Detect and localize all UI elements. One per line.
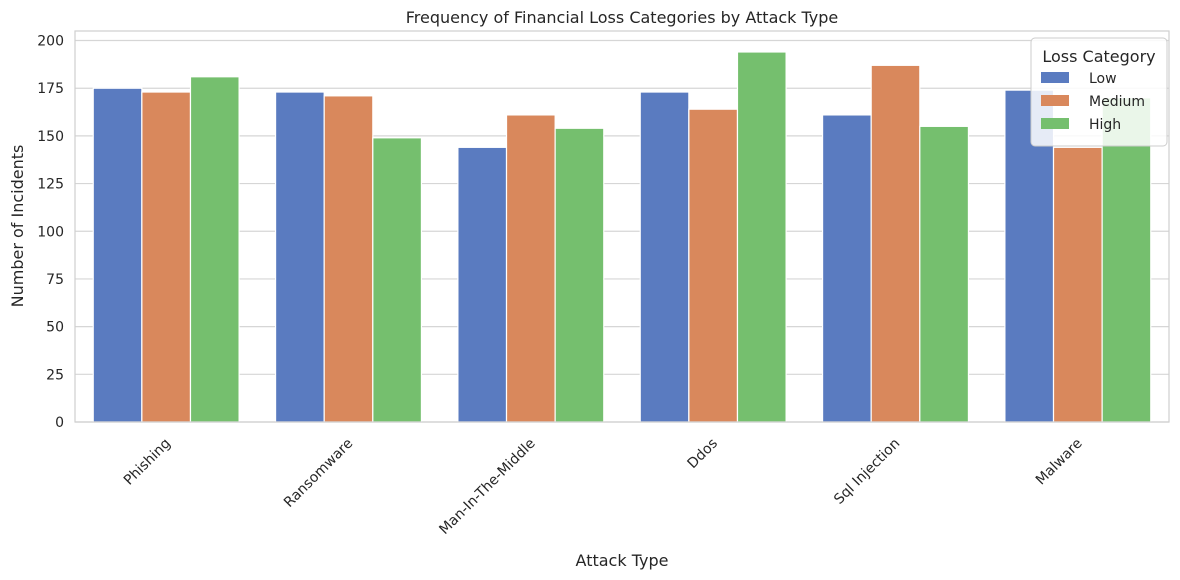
legend-swatch-low [1041, 72, 1069, 83]
bar-low-man-in-the-middle [457, 146, 508, 423]
legend-swatch-high [1041, 118, 1069, 129]
x-tick-label: Malware [1033, 436, 1086, 489]
legend-items: Low Medium High [1041, 71, 1145, 133]
bar-high-ransomware [372, 137, 423, 423]
bar-high-ddos [736, 51, 787, 423]
bar-low-sql-injection [821, 114, 872, 423]
y-tick-label: 0 [55, 415, 64, 431]
x-tick-layer: Phishing Ransomware Man-In-The-Middle Ddos S… [121, 436, 1086, 538]
chart-title: Frequency of Financial Loss Categories b… [406, 8, 839, 27]
x-axis-label: Attack Type [576, 551, 669, 570]
bar-high-sql-injection [919, 125, 970, 423]
x-tick-label: Man-In-The-Middle [436, 436, 538, 538]
legend-swatch-medium [1041, 95, 1069, 106]
x-tick-label: Phishing [121, 436, 174, 489]
y-axis-label: Number of Incidents [8, 145, 27, 308]
x-tick-label: Ransomware [281, 436, 356, 511]
y-tick-label: 150 [37, 129, 64, 145]
legend-label-low: Low [1089, 71, 1117, 87]
grid-layer [75, 39, 1169, 423]
bar-medium-phishing [141, 91, 192, 423]
y-tick-label: 200 [37, 34, 64, 50]
y-tick-label: 25 [46, 367, 64, 383]
bar-medium-ransomware [323, 95, 374, 423]
legend: Loss Category Low Medium High [1030, 37, 1168, 147]
y-tick-label: 100 [37, 224, 64, 240]
y-tick-label: 75 [46, 272, 64, 288]
bar-low-ddos [639, 91, 690, 423]
bar-layer [92, 51, 1152, 423]
y-tick-label: 175 [37, 81, 64, 97]
bar-medium-sql-injection [870, 64, 921, 423]
bar-medium-ddos [688, 108, 739, 423]
bar-high-man-in-the-middle [554, 127, 605, 423]
bar-low-phishing [92, 87, 143, 423]
x-tick-label: Sql Injection [831, 436, 903, 508]
bar-medium-man-in-the-middle [505, 114, 556, 423]
bar-low-ransomware [274, 91, 325, 423]
bar-high-phishing [189, 76, 240, 423]
plot-frame [74, 30, 1170, 423]
legend-label-high: High [1089, 117, 1121, 133]
y-tick-layer: 0 25 50 75 100 125 150 175 200 [37, 34, 64, 431]
y-tick-label: 50 [46, 320, 64, 336]
y-tick-label: 125 [37, 177, 64, 193]
bar-medium-malware [1052, 146, 1103, 423]
x-tick-label: Ddos [685, 436, 721, 472]
legend-title: Loss Category [1042, 47, 1155, 66]
legend-label-medium: Medium [1089, 94, 1145, 110]
